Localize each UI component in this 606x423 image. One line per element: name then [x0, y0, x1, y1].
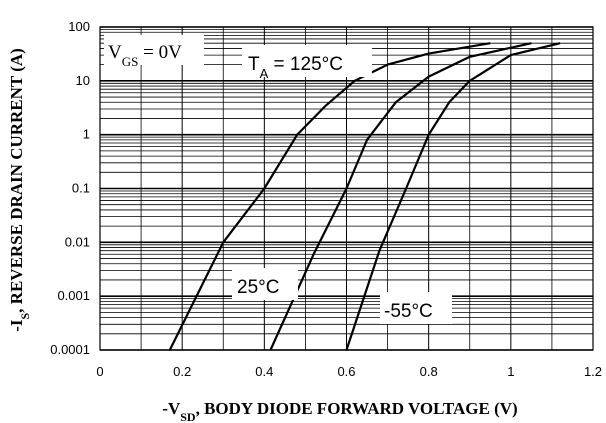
annotation: VGS = 0V	[108, 42, 182, 69]
y-tick-label: 0.01	[65, 234, 90, 249]
y-axis-label-main: -I	[7, 319, 26, 332]
annotation: -55°C	[384, 301, 433, 322]
annotation-box	[104, 35, 204, 65]
annotation: 25°C	[237, 277, 279, 298]
x-axis-label-main: -V	[162, 399, 181, 418]
annotation-sub: GS	[122, 54, 139, 69]
annotation-main: -55°C	[384, 301, 433, 322]
x-axis-label: -VSD, BODY DIODE FORWARD VOLTAGE (V)	[162, 399, 517, 423]
annotation-rest: = 0V	[138, 42, 182, 63]
x-tick-label: 1.2	[584, 364, 602, 379]
curve	[168, 42, 491, 351]
y-axis-label: -IS, REVERSE DRAIN CURRENT (A)	[7, 48, 32, 332]
y-axis-label-rest: , REVERSE DRAIN CURRENT (A)	[7, 48, 26, 313]
x-tick-label: 1	[507, 364, 514, 379]
curve	[345, 42, 561, 351]
x-axis-label-sub: SD	[180, 410, 196, 423]
y-tick-label: 0.1	[72, 181, 90, 196]
y-tick-label: 1	[83, 127, 90, 142]
y-axis-label-sub: S	[18, 313, 32, 320]
annotation-main: T	[248, 54, 260, 75]
annotation-sub: A	[260, 66, 269, 81]
curve	[269, 42, 532, 351]
x-tick-label: 0.4	[255, 364, 273, 379]
y-tick-label: 0.0001	[50, 342, 90, 357]
annotation-main: V	[108, 42, 122, 63]
annotation-rest: = 125°C	[268, 54, 343, 75]
annotation-box	[242, 45, 372, 77]
y-tick-label: 100	[68, 19, 90, 34]
x-tick-label: 0.2	[173, 364, 191, 379]
x-tick-label: 0.8	[420, 364, 438, 379]
y-tick-label: 10	[76, 73, 90, 88]
x-axis-label-rest: , BODY DIODE FORWARD VOLTAGE (V)	[196, 399, 518, 418]
y-tick-label: 0.001	[57, 288, 90, 303]
annotation: TA = 125°C	[248, 54, 343, 81]
x-tick-label: 0	[96, 364, 103, 379]
annotation-box	[380, 292, 452, 324]
annotation-main: 25°C	[237, 277, 279, 298]
annotation-box	[232, 268, 298, 300]
x-tick-label: 0.6	[337, 364, 355, 379]
